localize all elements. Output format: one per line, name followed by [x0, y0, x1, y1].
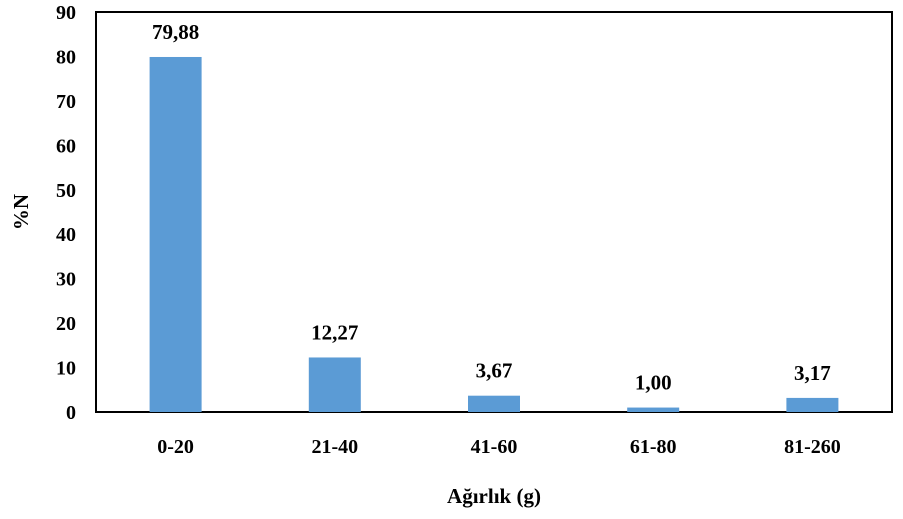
- data-label-21-40: 12,27: [311, 320, 358, 344]
- data-label-81-260: 3,17: [794, 361, 831, 385]
- bar-0-20: [149, 56, 202, 412]
- y-tick-label: 80: [56, 46, 76, 68]
- y-tick-label: 0: [66, 402, 76, 424]
- x-axis-ticks: 0-20 21-40 41-60 61-80 81-260: [157, 436, 840, 458]
- y-tick-label: 60: [56, 135, 76, 157]
- y-tick-label: 10: [56, 358, 76, 380]
- plot-area: [95, 11, 893, 413]
- y-tick-label: 40: [56, 224, 76, 246]
- x-tick-label: 81-260: [784, 436, 841, 458]
- y-tick-label: 20: [56, 313, 76, 335]
- bar-41-60: [468, 395, 520, 412]
- data-label-61-80: 1,00: [635, 371, 672, 395]
- y-tick-label: 30: [56, 269, 76, 291]
- x-tick-label: 61-80: [630, 436, 677, 458]
- x-tick-label: 21-40: [311, 436, 358, 458]
- y-tick-label: 70: [56, 91, 76, 113]
- y-tick-label: 50: [56, 180, 76, 202]
- y-axis-title: %N: [9, 194, 33, 230]
- bars: [149, 56, 839, 412]
- data-label-41-60: 3,67: [476, 359, 513, 383]
- bar-61-80: [627, 407, 680, 412]
- data-labels: 79,88 12,27 3,67 1,00 3,17: [152, 20, 831, 395]
- data-label-0-20: 79,88: [152, 20, 199, 44]
- x-tick-label: 0-20: [157, 436, 194, 458]
- x-tick-label: 41-60: [471, 436, 518, 458]
- y-axis-ticks: 0 10 20 30 40 50 60 70 80 90: [56, 2, 76, 424]
- y-tick-label: 90: [56, 2, 76, 24]
- bar-21-40: [308, 357, 361, 412]
- bar-81-260: [786, 397, 839, 412]
- x-axis-title: Ağırlık (g): [447, 484, 541, 508]
